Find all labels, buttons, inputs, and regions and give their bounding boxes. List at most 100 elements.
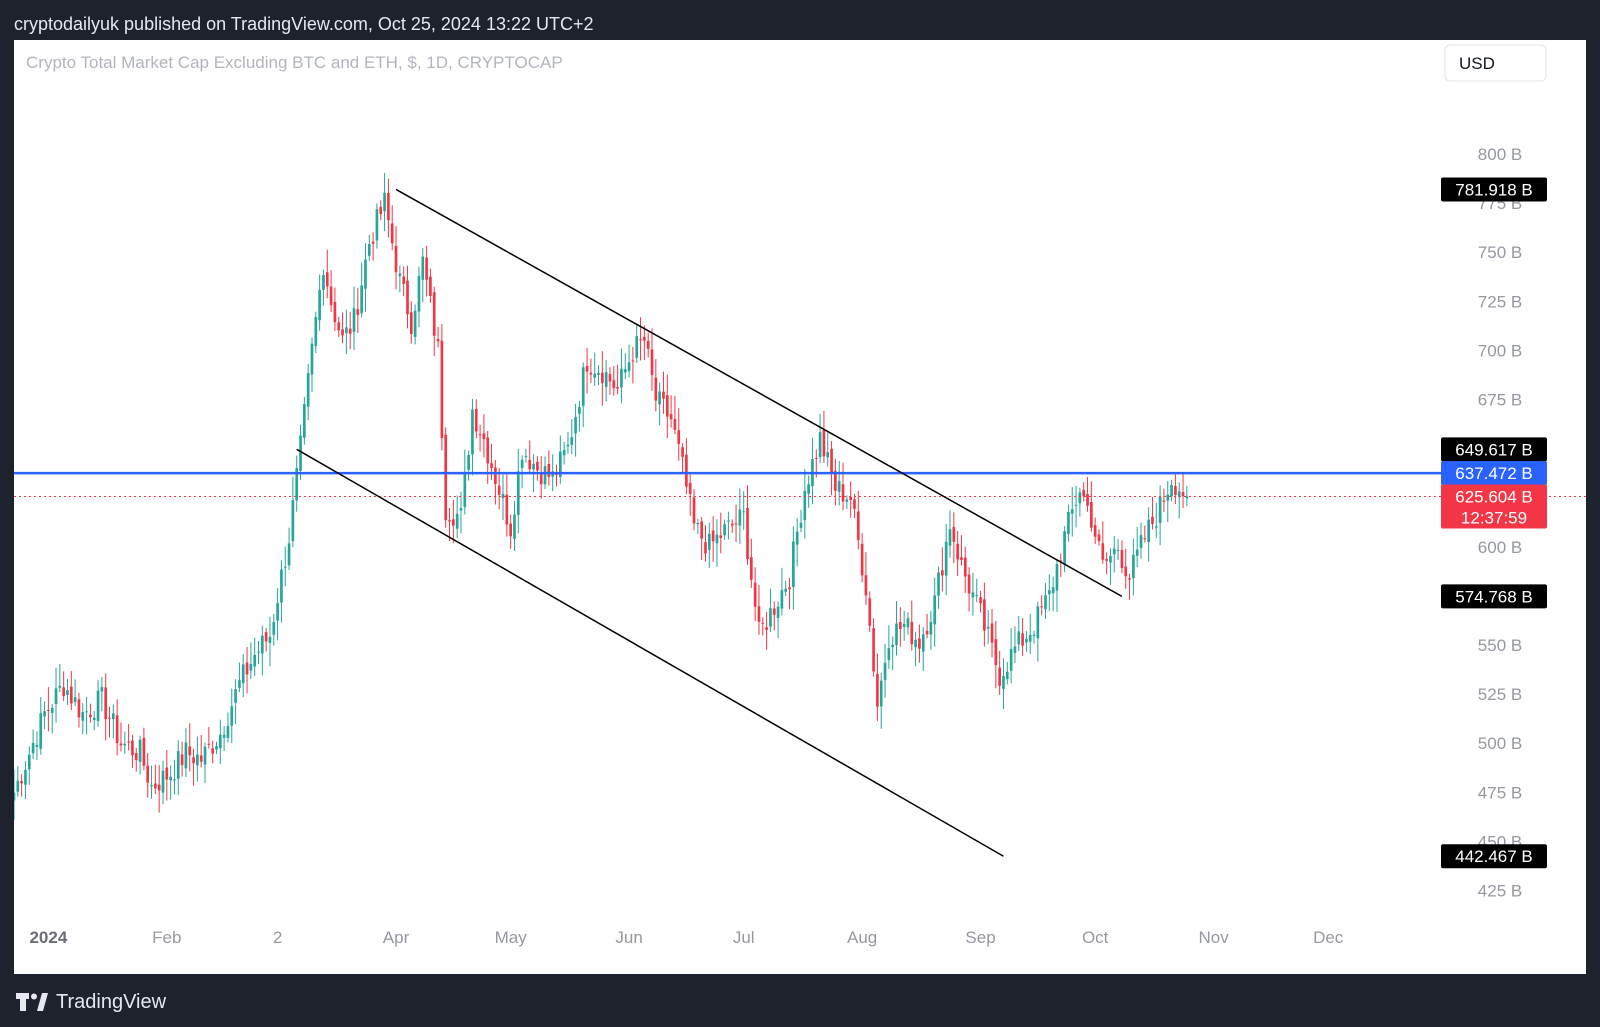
candle-body [1028,634,1032,642]
candle [933,577,937,647]
candle [180,741,184,777]
candle-body [1017,631,1021,645]
candle-body [677,430,681,444]
candle-body [524,456,528,458]
candle [455,495,459,539]
candle [872,618,875,677]
candle-body [608,374,612,382]
candle-body [501,493,505,499]
y-tick-label: 600 B [1478,538,1522,557]
chart-panel[interactable]: 800 B 775 B 750 B 725 B 700 B 675 B 600 B 550 B… [14,40,1586,974]
candle [356,288,360,333]
candle [715,519,719,567]
candle [845,495,849,509]
candle [134,747,138,772]
candle [963,546,967,593]
candle-body [532,463,535,470]
candle-body [1109,555,1112,563]
candle [665,374,669,438]
candle [1017,615,1021,651]
candle [635,323,639,364]
candle-body [826,452,830,458]
candle-body [990,623,994,643]
candle-body [92,717,96,720]
candle [677,408,681,461]
candle [700,517,704,560]
candle-body [1036,606,1040,639]
candle-body [975,595,979,597]
candle-body [73,697,77,702]
x-tick-label: Nov [1198,928,1229,947]
candle [322,269,325,306]
candle-body [910,621,914,645]
candle-body [218,734,222,749]
candle [696,518,700,534]
y-tick-label: 525 B [1478,685,1522,704]
candle [176,740,180,795]
candle [1158,485,1162,546]
candle-body [364,259,367,289]
candle [1109,548,1112,585]
candle-body [146,765,150,783]
candle-body [597,372,600,375]
candle-body [593,373,597,378]
candle [1101,521,1105,564]
candle-body [413,310,417,337]
candle [1028,614,1032,654]
candle-body [879,680,883,707]
candle [941,547,944,592]
x-tick-label: Sep [965,928,995,947]
candle-body [952,526,956,542]
candle-body [134,753,138,761]
candle-body [211,748,214,754]
candle-body [757,606,761,622]
candle-body [1005,671,1009,680]
candle-body [1158,496,1162,523]
candle-body [371,241,375,244]
candle [837,460,841,506]
candle-body [249,663,253,671]
candle [1074,486,1078,528]
candle [788,578,791,610]
candle [616,364,619,395]
candle [62,671,66,702]
candle-body [864,575,868,596]
candle-body [845,499,849,502]
candle [142,727,146,771]
candle-body [799,522,803,528]
candle [14,769,16,821]
currency-button[interactable]: USD [1444,44,1547,82]
candle-body [421,256,425,280]
candle-body [688,482,692,495]
candle [111,704,115,739]
chart-title: Crypto Total Market Cap Excluding BTC an… [26,53,563,72]
candle-body [199,755,203,762]
candle-body [467,455,470,470]
candle [883,643,887,698]
candle [253,637,257,677]
candle [631,346,635,384]
x-tick-label: 2024 [29,928,67,947]
candle [654,359,658,412]
candle-body [287,543,291,566]
candle-body [47,709,50,711]
candle [318,274,321,331]
candle [211,740,214,764]
x-tick-label: 2 [273,928,282,947]
candle-body [24,769,27,785]
candle [509,514,512,550]
candle-body [471,409,474,455]
candle [868,591,872,633]
candle [574,403,577,457]
candle-body [387,193,390,221]
x-tick-label: Aug [847,928,877,947]
candle [345,309,348,355]
candle [230,688,234,744]
candle-body [77,699,81,718]
candle [104,673,108,741]
candle-body [16,780,20,792]
x-tick-label: Dec [1313,928,1344,947]
candle-body [898,622,902,630]
candle [1025,631,1028,652]
